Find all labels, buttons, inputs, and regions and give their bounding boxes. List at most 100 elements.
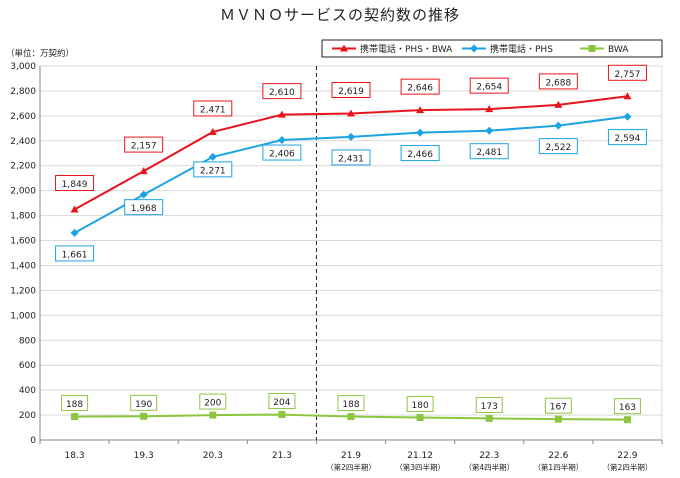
data-label-box bbox=[262, 83, 302, 100]
legend-marker bbox=[470, 44, 478, 53]
data-label-box bbox=[538, 73, 578, 90]
data-label: 1,968 bbox=[131, 204, 157, 214]
data-label: 2,271 bbox=[200, 166, 226, 176]
data-label: 2,688 bbox=[545, 78, 571, 88]
y-tick-label: 2,200 bbox=[10, 162, 36, 172]
legend-box bbox=[321, 39, 663, 58]
axes bbox=[39, 65, 663, 444]
data-label: 2,466 bbox=[407, 150, 433, 160]
x-tick-label: 20.3 bbox=[203, 451, 223, 461]
data-point bbox=[347, 132, 355, 141]
data-label: 200 bbox=[204, 399, 221, 409]
chart-title: ＭＶＮＯサービスの契約数の推移 bbox=[220, 6, 460, 24]
data-point bbox=[347, 413, 355, 421]
data-label: 1,661 bbox=[62, 250, 88, 260]
chart-legend: 携帯電話・PHS・BWA 携帯電話・PHS BWA bbox=[321, 39, 663, 58]
data-label: 2,157 bbox=[131, 142, 157, 152]
data-point bbox=[554, 415, 562, 423]
legend-label: 携帯電話・PHS bbox=[490, 43, 553, 55]
data-label-box bbox=[400, 78, 440, 95]
data-label: 167 bbox=[550, 403, 567, 413]
data-point bbox=[416, 414, 424, 422]
data-point bbox=[140, 412, 148, 420]
data-label: 1,849 bbox=[62, 180, 88, 190]
data-label-box bbox=[613, 398, 641, 415]
data-label: 2,594 bbox=[615, 134, 641, 144]
data-point bbox=[71, 413, 79, 421]
data-label: 190 bbox=[135, 400, 152, 410]
data-point bbox=[485, 414, 493, 422]
data-label: 2,654 bbox=[476, 83, 502, 93]
y-axis-ticks: 0 200 400 600 800 1,000 1,200 1,400 1,600 1,800 2,… bbox=[10, 62, 36, 446]
data-point bbox=[623, 92, 632, 100]
data-label: 2,406 bbox=[269, 150, 295, 160]
data-label-box bbox=[124, 136, 164, 153]
x-tick-label: 22.9 bbox=[617, 451, 637, 461]
data-series bbox=[70, 92, 632, 424]
data-label: 188 bbox=[66, 400, 83, 410]
data-label: 2,471 bbox=[200, 105, 226, 115]
x-tick-sublabel: （第1四半期） bbox=[533, 462, 583, 472]
data-point bbox=[347, 109, 355, 117]
data-label-box bbox=[538, 138, 578, 155]
data-point bbox=[485, 105, 494, 113]
x-tick-label: 21.3 bbox=[272, 451, 292, 461]
gridlines bbox=[40, 65, 662, 441]
y-tick-label: 800 bbox=[19, 336, 36, 346]
legend-marker bbox=[588, 45, 596, 52]
data-label-box bbox=[475, 396, 503, 413]
data-label-box bbox=[331, 81, 371, 98]
data-label: 180 bbox=[412, 401, 429, 411]
data-point bbox=[70, 205, 79, 213]
data-label-box bbox=[607, 129, 647, 146]
legend-label: 携帯電話・PHS・BWA bbox=[360, 43, 453, 55]
y-tick-label: 0 bbox=[30, 436, 36, 446]
x-tick-label: 18.3 bbox=[65, 451, 85, 461]
data-label-box bbox=[337, 395, 365, 412]
x-tick-label: 22.6 bbox=[548, 451, 568, 461]
data-label-box bbox=[400, 145, 440, 162]
data-label: 2,481 bbox=[476, 148, 502, 158]
data-point bbox=[139, 190, 148, 199]
data-point bbox=[554, 100, 563, 108]
data-labels: 1,849 2,157 2,471 2,610 2,619 2,646 2,654 2,688… bbox=[55, 64, 647, 415]
data-label: 2,757 bbox=[615, 70, 641, 80]
data-label-box bbox=[193, 161, 233, 178]
data-point bbox=[139, 167, 148, 175]
data-point bbox=[554, 121, 563, 130]
data-label-box bbox=[544, 397, 572, 414]
data-label-box bbox=[55, 174, 95, 191]
x-tick-sublabel: （第4四半期） bbox=[464, 462, 514, 472]
data-label: 173 bbox=[481, 402, 498, 412]
x-tick-sublabel: （第2四半期） bbox=[326, 462, 376, 472]
y-tick-label: 2,000 bbox=[10, 187, 36, 197]
data-label-box bbox=[130, 394, 158, 411]
legend-marker bbox=[340, 44, 348, 52]
data-point bbox=[623, 112, 632, 121]
data-label: 2,610 bbox=[269, 88, 295, 98]
data-label-box bbox=[262, 144, 302, 161]
y-tick-label: 3,000 bbox=[10, 62, 36, 72]
y-tick-label: 2,400 bbox=[10, 137, 36, 147]
data-label-box bbox=[268, 393, 296, 410]
y-tick-label: 1,800 bbox=[10, 212, 36, 222]
data-point bbox=[277, 110, 286, 118]
y-tick-label: 1,200 bbox=[10, 286, 36, 296]
x-tick-sublabel: （第3四半期） bbox=[395, 462, 445, 472]
data-point bbox=[416, 128, 425, 137]
data-label: 2,646 bbox=[407, 84, 433, 94]
data-point bbox=[485, 126, 494, 135]
data-label: 2,619 bbox=[338, 87, 364, 97]
data-point bbox=[278, 411, 286, 419]
data-label: 2,431 bbox=[338, 154, 364, 164]
legend-label: BWA bbox=[608, 45, 629, 55]
y-tick-label: 600 bbox=[19, 361, 36, 371]
x-axis-ticks: 18.3 19.3 20.3 21.3 21.9（第2四半期）21.12（第3四半期）2… bbox=[65, 451, 653, 472]
data-point bbox=[416, 106, 425, 114]
data-label-box bbox=[61, 395, 89, 412]
data-label-box bbox=[193, 100, 233, 117]
data-point bbox=[208, 152, 217, 161]
data-point bbox=[70, 228, 79, 237]
data-label-box bbox=[469, 77, 509, 94]
